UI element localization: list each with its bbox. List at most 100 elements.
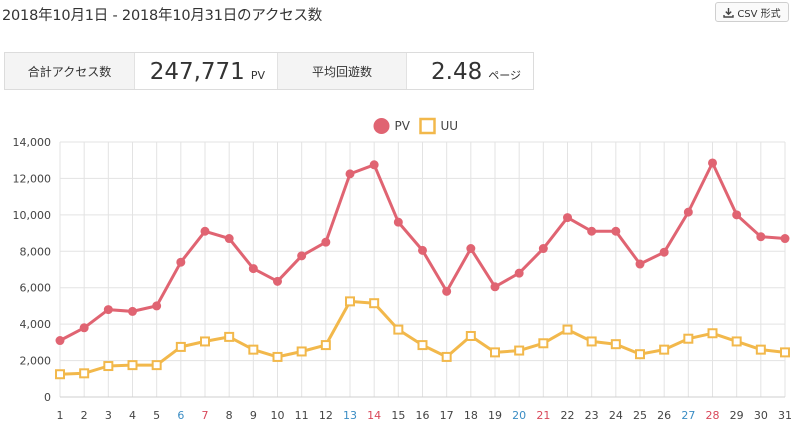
y-tick-label: 12,000	[13, 172, 52, 185]
x-tick-label: 17	[440, 409, 454, 422]
data-point-pv	[611, 226, 621, 236]
data-point-uu	[586, 336, 597, 347]
x-tick-label: 22	[561, 409, 575, 422]
x-tick-label: 1	[57, 409, 64, 422]
data-point-pv	[200, 226, 210, 236]
x-tick-label: 31	[778, 409, 792, 422]
data-point-pv	[297, 251, 307, 261]
data-point-pv	[128, 306, 137, 316]
data-point-uu	[659, 344, 670, 355]
x-tick-label: 30	[754, 409, 768, 422]
y-tick-label: 14,000	[13, 136, 52, 149]
data-point-uu	[610, 339, 621, 350]
x-tick-label: 16	[416, 409, 430, 422]
x-tick-label: 11	[295, 409, 309, 422]
data-point-pv	[514, 268, 524, 278]
data-point-uu	[755, 344, 766, 355]
x-tick-label: 6	[177, 409, 184, 422]
x-tick-label: 27	[681, 409, 695, 422]
total-access-label: 合計アクセス数	[5, 53, 135, 89]
y-tick-label: 2,000	[20, 355, 52, 368]
data-point-pv	[635, 259, 645, 269]
data-point-uu	[514, 345, 525, 356]
x-tick-label: 10	[271, 409, 285, 422]
x-tick-label: 12	[319, 409, 333, 422]
total-access-value: 247,771 PV	[135, 53, 277, 89]
x-tick-label: 24	[609, 409, 623, 422]
x-tick-label: 29	[730, 409, 744, 422]
data-point-uu	[248, 344, 259, 355]
x-tick-label: 14	[367, 409, 381, 422]
average-pages-label: 平均回遊数	[277, 53, 407, 89]
y-tick-label: 6,000	[20, 282, 52, 295]
data-point-pv	[587, 226, 597, 236]
data-point-pv	[369, 160, 379, 170]
csv-export-button[interactable]: CSV 形式	[715, 2, 789, 22]
access-line-chart: 0 2,000 4,000 6,000 8,000 10,000 12,000 14,000 1…	[13, 117, 792, 422]
data-point-pv	[79, 323, 89, 333]
data-point-pv	[780, 234, 790, 244]
data-point-uu	[200, 336, 210, 347]
legend-marker-pv	[373, 118, 390, 134]
data-point-uu	[175, 341, 186, 352]
x-tick-label: 7	[202, 409, 209, 422]
download-icon	[723, 7, 735, 18]
data-point-uu	[465, 330, 476, 341]
x-tick-label: 23	[585, 409, 599, 422]
average-pages-value: 2.48 ページ	[407, 53, 533, 89]
total-access-number: 247,771	[149, 59, 245, 85]
data-point-pv	[103, 305, 113, 315]
x-tick-label: 9	[250, 409, 257, 422]
data-point-uu	[79, 368, 90, 379]
x-tick-label: 28	[706, 409, 720, 422]
data-point-uu	[103, 361, 114, 372]
y-tick-label: 10,000	[13, 209, 52, 222]
csv-button-label: CSV 形式	[737, 8, 781, 20]
x-tick-label: 8	[226, 409, 233, 422]
x-tick-label: 5	[153, 409, 160, 422]
total-access-unit: PV	[250, 69, 265, 82]
data-point-uu	[369, 298, 380, 309]
x-tick-label: 2	[81, 409, 88, 422]
data-point-uu	[320, 340, 331, 351]
data-point-uu	[393, 324, 404, 335]
data-point-uu	[683, 333, 694, 344]
legend-label-pv: PV	[395, 119, 411, 133]
x-tick-label: 4	[129, 409, 136, 422]
data-point-uu	[151, 360, 162, 371]
page-title: 2018年10月1日 - 2018年10月31日のアクセス数	[2, 8, 323, 24]
legend-label-uu: UU	[441, 119, 459, 133]
data-point-pv	[176, 257, 186, 267]
data-point-pv	[659, 247, 669, 257]
data-point-uu	[296, 346, 307, 357]
data-point-pv	[732, 210, 742, 220]
data-point-uu	[707, 328, 718, 339]
data-point-uu	[635, 349, 645, 360]
x-tick-label: 15	[391, 409, 405, 422]
data-point-pv	[466, 244, 476, 254]
data-point-uu	[490, 347, 500, 358]
data-point-pv	[248, 264, 258, 274]
data-point-pv	[708, 158, 717, 168]
data-point-pv	[418, 245, 427, 255]
x-tick-label: 26	[657, 409, 671, 422]
data-point-pv	[538, 244, 548, 254]
x-tick-label: 19	[488, 409, 502, 422]
data-point-pv	[683, 207, 693, 217]
data-point-uu	[272, 351, 283, 362]
data-point-pv	[756, 232, 766, 242]
data-point-uu	[538, 338, 549, 349]
data-point-pv	[321, 237, 331, 247]
data-point-pv	[490, 282, 500, 292]
average-pages-number: 2.48	[431, 59, 483, 85]
data-point-uu	[127, 360, 138, 371]
data-point-pv	[55, 336, 65, 346]
x-tick-label: 18	[464, 409, 478, 422]
data-point-uu	[562, 324, 573, 335]
data-point-uu	[55, 369, 65, 380]
data-point-pv	[152, 301, 162, 311]
x-tick-label: 21	[536, 409, 550, 422]
y-tick-label: 4,000	[20, 318, 52, 331]
y-tick-label: 8,000	[20, 245, 52, 258]
y-tick-label: 0	[44, 391, 51, 404]
